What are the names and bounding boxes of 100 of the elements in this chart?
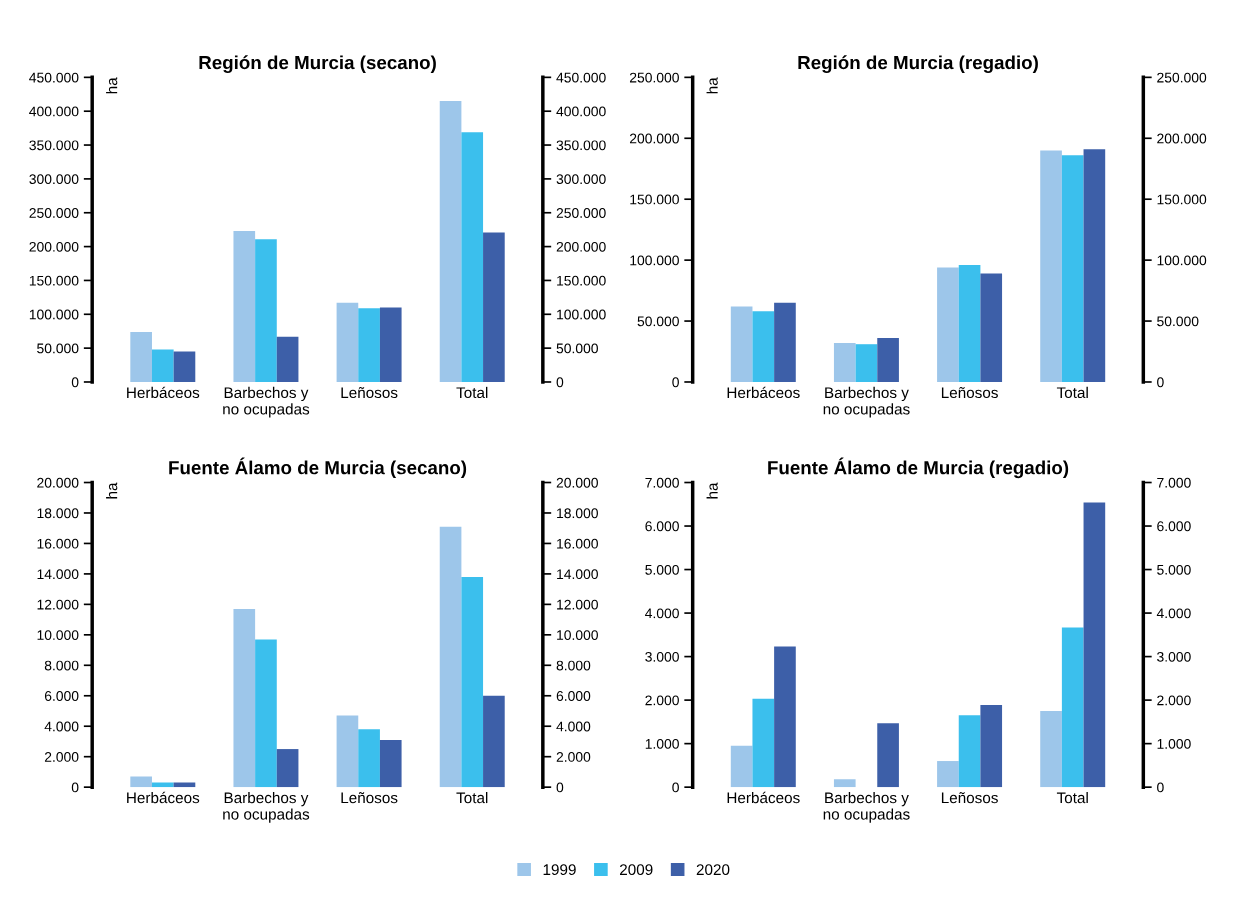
- y-tick-label: 400.000: [29, 106, 79, 117]
- x-tick-label: Leñosos: [941, 386, 998, 399]
- chart-title: Fuente Álamo de Murcia (secano): [169, 457, 467, 479]
- y-tick-label: 18.000: [37, 508, 79, 519]
- y-tick-label: 5.000: [645, 564, 679, 575]
- y-tick-label: 350.000: [29, 140, 79, 151]
- y-tick-label: 250.000: [629, 72, 679, 83]
- y-tick-label: 3.000: [645, 651, 679, 662]
- bar: [980, 704, 1003, 788]
- y-tick-label: 12.000: [37, 599, 79, 610]
- bar: [439, 101, 462, 382]
- y2-tick-label: 50.000: [556, 343, 598, 354]
- y2-tick-label: 2.000: [556, 752, 591, 762]
- y2-tick-label: 100.000: [557, 309, 606, 320]
- y2-tick-label: 3.000: [1157, 651, 1191, 662]
- bar: [255, 239, 277, 382]
- y-tick-label: 20.000: [37, 477, 79, 488]
- y2-tick-label: 14.000: [557, 569, 598, 580]
- y2-tick-label: 12.000: [557, 599, 598, 610]
- y-axis-title: ha: [106, 482, 118, 499]
- y2-tick-label: 1.000: [1157, 738, 1191, 749]
- y-axis-title: ha: [106, 77, 118, 94]
- y-tick-label: 1.000: [645, 738, 679, 749]
- bar: [130, 331, 152, 382]
- x-tick-label: Herbáceos: [727, 791, 800, 804]
- y2-tick-label: 50.000: [1157, 316, 1199, 327]
- y-tick-label: 7.000: [645, 477, 679, 488]
- y-tick-label: 2.000: [645, 695, 679, 706]
- x-tick-label: Barbechos y no ocupadas: [223, 792, 310, 823]
- bar: [151, 349, 174, 382]
- y2-tick-label: 6.000: [556, 691, 591, 701]
- y-tick-label: 8.000: [44, 660, 79, 671]
- y2-tick-label: 350.000: [556, 140, 606, 151]
- bar: [379, 307, 402, 382]
- bar: [233, 608, 256, 788]
- chart-title: Región de Murcia (regadio): [798, 55, 1038, 73]
- y-tick-label: 250.000: [29, 208, 79, 218]
- bar: [358, 308, 380, 382]
- x-tick-label: Leñosos: [341, 386, 398, 399]
- y2-tick-label: 5.000: [1157, 564, 1191, 575]
- y-tick-label: 50.000: [37, 343, 79, 354]
- y-tick-label: 200.000: [629, 133, 679, 144]
- y2-tick-label: 10.000: [557, 630, 598, 640]
- y-tick-label: 0: [672, 782, 679, 793]
- chart-title: Fuente Álamo de Murcia (regadio): [768, 457, 1069, 479]
- bar: [233, 231, 256, 382]
- y-axis-title: ha: [706, 77, 718, 94]
- y-tick-label: 450.000: [29, 72, 79, 83]
- bar: [1061, 627, 1084, 788]
- x-tick-label: Barbechos y no ocupadas: [823, 386, 910, 418]
- y2-tick-label: 300.000: [556, 174, 606, 185]
- y2-tick-label: 400.000: [556, 106, 606, 117]
- y2-tick-label: 200.000: [1157, 133, 1207, 144]
- bar: [730, 745, 753, 788]
- bar: [752, 311, 775, 382]
- y2-tick-label: 0: [1157, 377, 1164, 388]
- y2-tick-label: 150.000: [1157, 194, 1207, 205]
- y-tick-label: 300.000: [29, 174, 79, 185]
- y2-tick-label: 100.000: [1157, 255, 1207, 266]
- y2-tick-label: 2.000: [1157, 695, 1191, 706]
- bar: [958, 265, 981, 382]
- bar: [336, 715, 359, 788]
- y2-tick-label: 0: [556, 782, 564, 793]
- bar: [937, 761, 959, 788]
- x-tick-label: Total: [456, 792, 488, 804]
- x-tick-label: Barbechos y no ocupadas: [823, 792, 910, 823]
- y-tick-label: 100.000: [29, 309, 79, 320]
- bar: [358, 729, 380, 788]
- x-tick-label: Leñosos: [941, 792, 998, 804]
- y2-tick-label: 4.000: [556, 721, 591, 732]
- y2-tick-label: 450.000: [556, 72, 606, 83]
- bar: [483, 695, 505, 788]
- bar: [877, 723, 899, 788]
- y2-tick-label: 250.000: [556, 208, 606, 218]
- y-tick-label: 6.000: [645, 521, 679, 532]
- y2-tick-label: 4.000: [1156, 608, 1191, 619]
- bar: [1040, 150, 1062, 382]
- x-tick-label: Total: [1056, 792, 1088, 804]
- x-tick-label: Herbáceos: [727, 386, 800, 399]
- bar: [461, 576, 484, 788]
- x-tick-label: Leñosos: [341, 792, 398, 804]
- bar: [937, 267, 959, 382]
- bar: [336, 302, 359, 382]
- y2-tick-label: 6.000: [1157, 521, 1191, 532]
- legend-label: 1999: [543, 864, 576, 876]
- y-tick-label: 50.000: [637, 316, 679, 327]
- bar: [833, 779, 856, 788]
- bar: [1083, 149, 1106, 382]
- bar: [173, 351, 196, 382]
- bar: [1083, 502, 1106, 788]
- x-tick-label: Herbáceos: [127, 386, 200, 399]
- bar: [276, 749, 299, 788]
- bar: [461, 132, 484, 382]
- y2-tick-label: 150.000: [557, 275, 606, 286]
- y2-tick-label: 8.000: [556, 660, 591, 671]
- y2-tick-label: 250.000: [1157, 72, 1207, 83]
- bar: [774, 302, 796, 382]
- bar: [774, 646, 796, 788]
- y-tick-label: 0: [71, 377, 79, 388]
- y-tick-label: 150.000: [29, 275, 79, 286]
